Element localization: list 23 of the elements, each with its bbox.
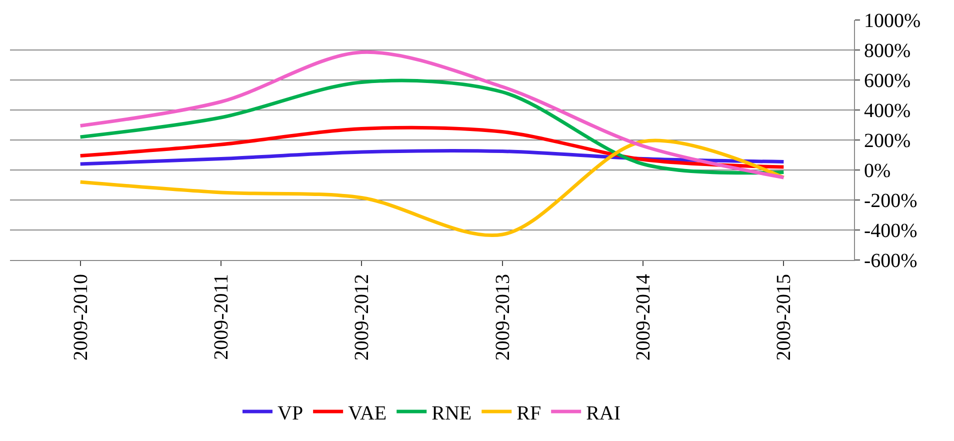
y-tick-label: 800% (864, 40, 911, 62)
line-series (78, 126, 786, 169)
y-tick-label: -600% (864, 250, 918, 272)
x-tick-label: 2009-2011 (210, 274, 232, 360)
x-tick-label: 2009-2010 (70, 274, 92, 361)
legend-label: VAE (348, 402, 387, 424)
y-tick-label: 200% (864, 130, 911, 152)
x-tick-label: 2009-2012 (351, 274, 374, 361)
y-tick-label: 0% (864, 160, 891, 182)
y-tick-label: -200% (864, 190, 918, 212)
line-series (78, 50, 786, 180)
legend-label: RAI (586, 402, 621, 424)
x-tick-label: 2009-2014 (632, 274, 654, 361)
legend-label: VP (278, 402, 304, 424)
y-tick-label: 1000% (864, 10, 921, 32)
y-tick-label: -400% (864, 220, 918, 242)
x-tick-label: 2009-2013 (492, 274, 514, 361)
legend-label: RF (516, 402, 542, 424)
y-tick-label: 400% (864, 100, 911, 122)
legend-label: RNE (432, 402, 472, 424)
line-series (78, 138, 786, 237)
x-tick-label: 2009-2015 (773, 274, 796, 361)
y-tick-label: 600% (864, 70, 911, 92)
